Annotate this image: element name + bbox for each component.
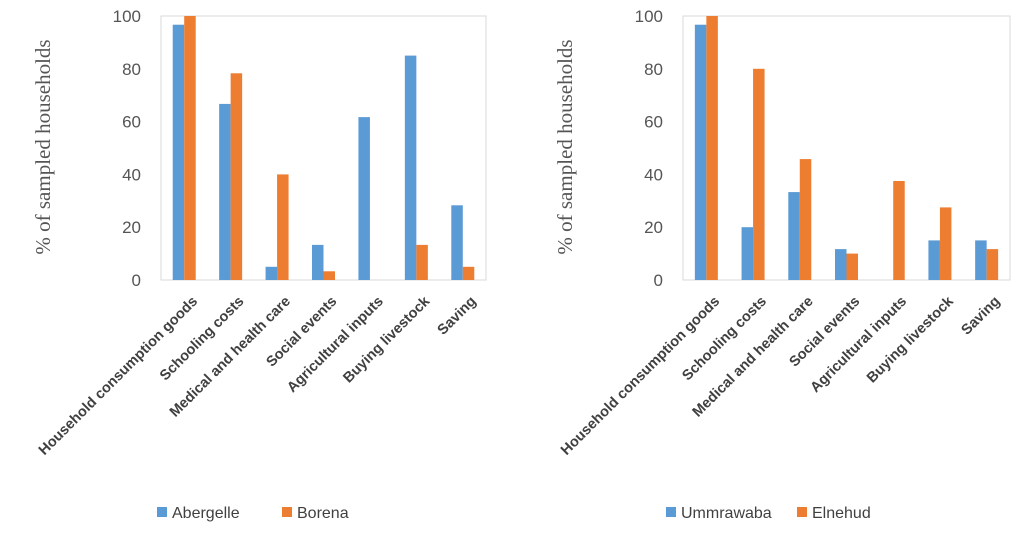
legend-label-ummrawaba: Ummrawaba	[681, 505, 772, 522]
bar-abergelle-2	[265, 266, 278, 280]
bar-borena-3	[323, 271, 335, 280]
x-category-label: Schooling costs	[679, 294, 770, 385]
y-axis-label: % of sampled households	[553, 39, 577, 254]
chart-ummrawaba-elnehud: % of sampled households 020406080100Hous…	[553, 7, 1011, 522]
y-tick-label: 40	[122, 165, 141, 184]
bar-abergelle-4	[358, 117, 370, 280]
bar-elnehud-1	[753, 68, 765, 280]
y-axis-label: % of sampled households	[31, 39, 55, 254]
bar-elnehud-2	[799, 159, 812, 280]
bar-ummrawaba-2	[788, 192, 800, 280]
y-tick-label: 60	[644, 113, 663, 132]
x-category-label: Buying livestock	[864, 293, 957, 386]
legend-swatch-elnehud	[797, 507, 807, 517]
bar-ummrawaba-0	[694, 24, 707, 280]
bar-elnehud-3	[846, 253, 858, 280]
bar-borena-5	[416, 244, 428, 280]
x-category-label: Buying livestock	[340, 293, 433, 386]
x-category-label: Saving	[959, 294, 1004, 339]
bar-abergelle-0	[172, 24, 185, 280]
bar-abergelle-6	[451, 205, 463, 280]
plot-area	[160, 15, 487, 281]
bar-abergelle-5	[404, 55, 417, 280]
bar-abergelle-3	[312, 244, 324, 280]
bar-ummrawaba-6	[975, 240, 987, 280]
x-category-label: Schooling costs	[157, 294, 248, 385]
bar-elnehud-5	[939, 207, 952, 280]
bar-borena-0	[184, 16, 196, 280]
x-category-label: Saving	[435, 294, 480, 339]
legend-label-abergelle: Abergelle	[172, 505, 240, 522]
y-tick-label: 0	[654, 271, 663, 290]
chart-abergelle-borena: % of sampled households 0 20 40 60 80 100 Hous…	[31, 7, 487, 522]
bar-ummrawaba-3	[835, 249, 847, 280]
bar-elnehud-6	[986, 249, 999, 280]
bar-borena-1	[230, 73, 243, 281]
legend-swatch-abergelle	[157, 507, 167, 517]
bar-abergelle-1	[219, 103, 231, 280]
y-tick-label: 20	[122, 218, 141, 237]
y-tick-label: 80	[644, 60, 663, 79]
bar-ummrawaba-1	[741, 227, 754, 280]
y-tick-label: 20	[644, 218, 663, 237]
y-tick-label: 0	[132, 271, 141, 290]
bar-ummrawaba-5	[928, 240, 940, 280]
legend-swatch-ummrawaba	[666, 507, 676, 517]
bar-borena-6	[462, 266, 475, 280]
bar-borena-2	[277, 174, 289, 280]
bar-elnehud-4	[893, 181, 905, 280]
y-tick-label: 80	[122, 60, 141, 79]
x-category-label: Household consumption goods	[36, 294, 201, 459]
legend-label-elnehud: Elnehud	[812, 505, 871, 522]
y-tick-label: 60	[122, 113, 141, 132]
y-tick-label: 100	[635, 7, 663, 26]
legend-label-borena: Borena	[297, 505, 349, 522]
y-tick-label: 100	[113, 7, 141, 26]
y-tick-label: 40	[644, 165, 663, 184]
legend-swatch-borena	[282, 507, 292, 517]
plot-area	[682, 15, 1011, 281]
bar-elnehud-0	[706, 16, 718, 280]
